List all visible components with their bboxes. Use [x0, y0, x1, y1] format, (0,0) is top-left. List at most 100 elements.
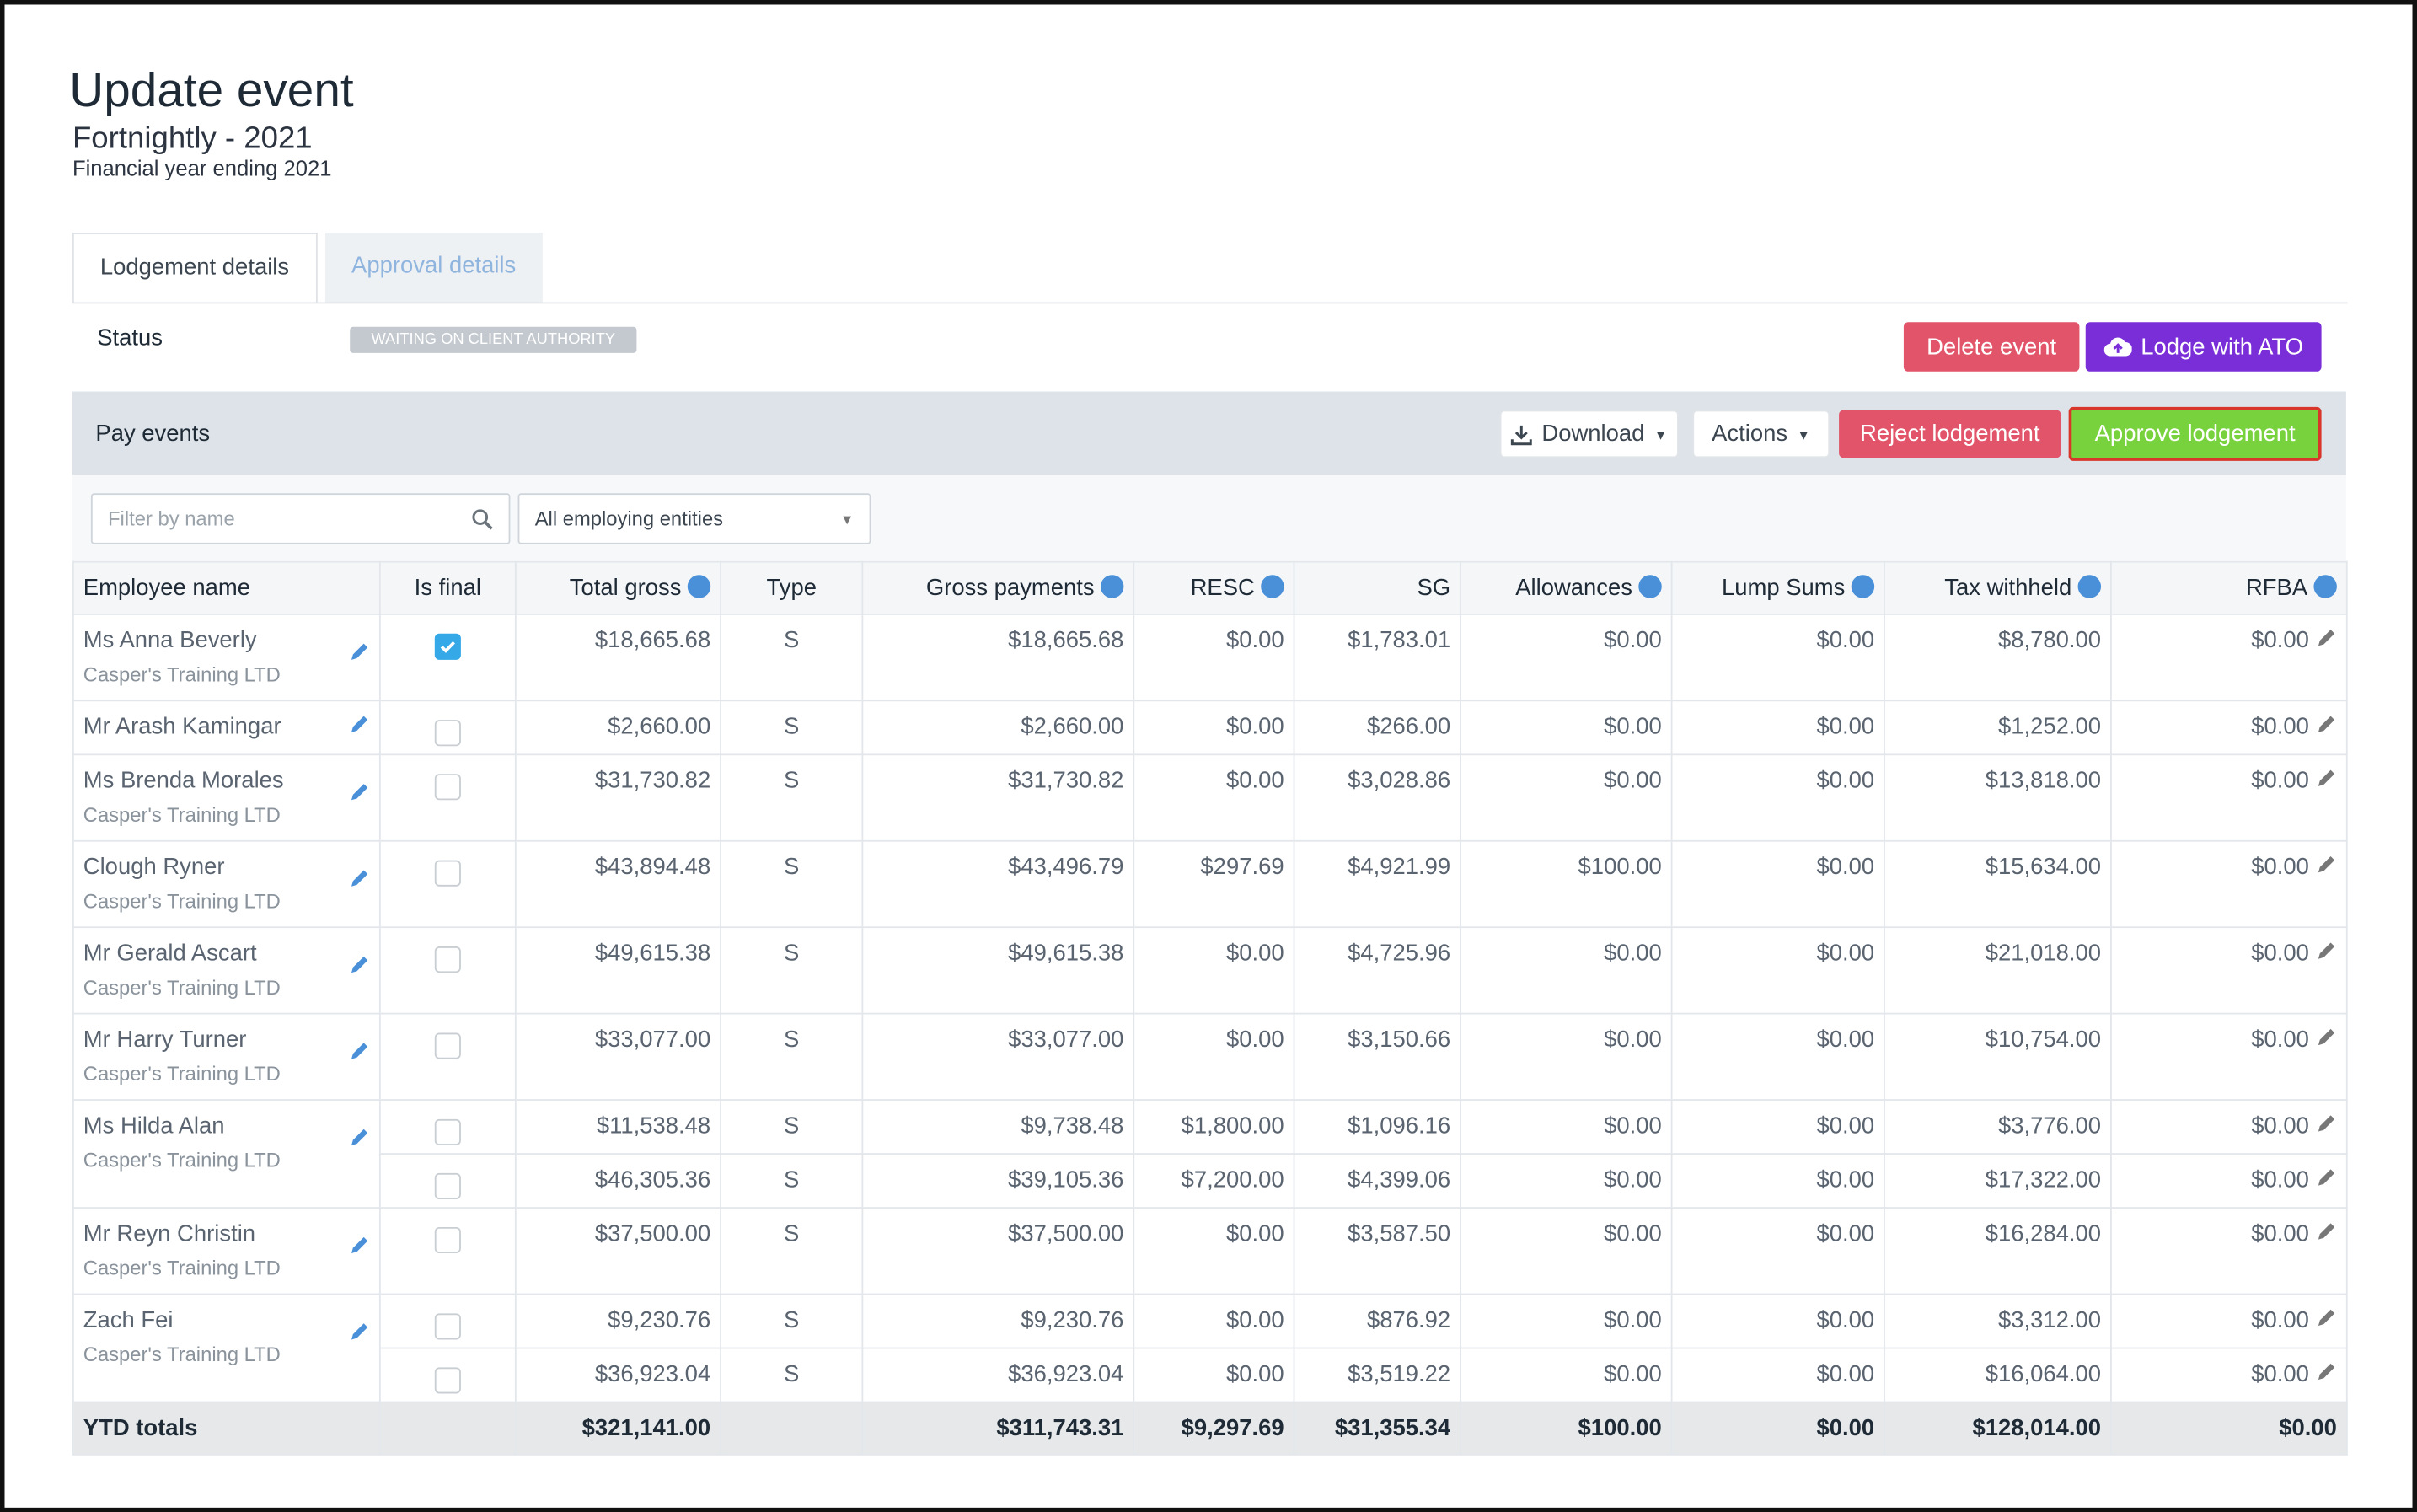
- edit-icon[interactable]: [348, 868, 370, 890]
- edit-icon[interactable]: [348, 954, 370, 976]
- filter-input[interactable]: Filter by name: [90, 493, 511, 544]
- cell-value: $43,894.48: [594, 854, 711, 881]
- totals-cell: $321,141.00: [514, 1401, 722, 1456]
- edit-icon[interactable]: [2315, 1027, 2337, 1048]
- tab[interactable]: Lodgement details: [72, 233, 318, 303]
- edit-icon[interactable]: [2315, 941, 2337, 962]
- column-header: Total gross: [514, 560, 722, 615]
- is-final-checkbox[interactable]: [434, 1367, 461, 1394]
- edit-icon[interactable]: [2315, 1361, 2337, 1383]
- is-final-cell: [378, 1293, 517, 1349]
- cell-value: S: [784, 854, 800, 881]
- value-cell: $0.00: [2110, 1099, 2348, 1155]
- is-final-checkbox[interactable]: [434, 860, 461, 887]
- info-icon: [2077, 575, 2102, 598]
- value-cell: $0.00: [1133, 753, 1295, 842]
- edit-icon[interactable]: [2315, 714, 2337, 736]
- cell-value: $2,660.00: [608, 713, 711, 740]
- cell-value: $4,921.99: [1348, 854, 1451, 881]
- value-cell: $18,665.68: [514, 613, 722, 702]
- value-cell: $11,538.48: [514, 1099, 722, 1155]
- edit-icon[interactable]: [2315, 1167, 2337, 1189]
- value-cell: S: [720, 1153, 864, 1209]
- edit-icon[interactable]: [2315, 1307, 2337, 1329]
- entity-select[interactable]: All employing entities ▼: [517, 493, 871, 544]
- is-final-checkbox[interactable]: [434, 720, 461, 747]
- is-final-checkbox[interactable]: [434, 1032, 461, 1059]
- value-cell: S: [720, 926, 864, 1015]
- edit-icon[interactable]: [348, 1322, 370, 1343]
- totals-cell: $0.00: [1670, 1401, 1885, 1456]
- cell-value: $0.00: [1816, 1113, 1875, 1139]
- totals-value: $0.00: [1816, 1415, 1875, 1442]
- value-cell: $16,284.00: [1884, 1207, 2112, 1295]
- cell-value: $15,634.00: [1985, 854, 2102, 881]
- info-icon: [1261, 575, 1284, 598]
- edit-icon[interactable]: [348, 641, 370, 663]
- is-final-cell: [378, 926, 517, 1015]
- cell-value: $0.00: [1225, 1307, 1284, 1334]
- is-final-checkbox[interactable]: [434, 1172, 461, 1200]
- cell-value: $8,780.00: [1997, 627, 2102, 654]
- value-cell: $9,738.48: [861, 1099, 1135, 1155]
- delete-button[interactable]: Delete event: [1903, 322, 2080, 372]
- totals-cell: $100.00: [1460, 1401, 1673, 1456]
- value-cell: $1,783.01: [1293, 613, 1461, 702]
- caret: ▼: [839, 511, 855, 527]
- is-final-checkbox[interactable]: [434, 1226, 461, 1254]
- is-final-checkbox[interactable]: [434, 1313, 461, 1340]
- lodge-button[interactable]: Lodge with ATO: [2085, 322, 2322, 372]
- edit-wrap: [348, 1235, 370, 1263]
- column-header: RESC: [1133, 560, 1295, 615]
- value-cell: $37,500.00: [514, 1207, 722, 1295]
- reject-button[interactable]: Reject lodgement: [1839, 410, 2061, 458]
- value-cell: $3,028.86: [1293, 753, 1461, 842]
- cell-value: $37,500.00: [1008, 1220, 1124, 1247]
- tab[interactable]: Approval details: [324, 233, 543, 303]
- actions-label: Actions: [1712, 421, 1788, 448]
- edit-icon[interactable]: [348, 1235, 370, 1257]
- employee-name: Mr Harry Turner: [83, 1027, 247, 1054]
- is-final-checkbox[interactable]: [434, 633, 461, 660]
- actions-button[interactable]: Actions ▼: [1692, 410, 1830, 458]
- info-icon: [1100, 575, 1124, 598]
- edit-icon[interactable]: [2315, 1221, 2337, 1243]
- edit-icon[interactable]: [2315, 627, 2337, 649]
- value-cell: $2,660.00: [861, 700, 1135, 756]
- employee-row: Mr Harry Turner Casper's Training LTD $33,…: [72, 1012, 2348, 1101]
- download-button[interactable]: Download ▼: [1499, 410, 1679, 458]
- edit-icon[interactable]: [2315, 854, 2337, 876]
- value-cell: $0.00: [2110, 700, 2348, 756]
- value-cell: $0.00: [2110, 1153, 2348, 1209]
- is-final-checkbox[interactable]: [434, 946, 461, 973]
- value-cell: $0.00: [1460, 1347, 1673, 1403]
- cell-value: $49,615.38: [594, 940, 711, 967]
- employee-cell: Ms Hilda Alan Casper's Training LTD: [72, 1099, 381, 1209]
- cell-value: $3,028.86: [1348, 767, 1451, 794]
- edit-icon[interactable]: [348, 781, 370, 803]
- cell-value: $0.00: [1816, 713, 1875, 740]
- column-header: Employee name: [72, 560, 381, 615]
- edit-icon[interactable]: [348, 1041, 370, 1063]
- cell-value: $16,064.00: [1985, 1361, 2102, 1388]
- info-icon: [1638, 575, 1662, 598]
- approve-button[interactable]: Approve lodgement: [2068, 406, 2322, 461]
- download-icon: [1511, 424, 1533, 445]
- edit-icon[interactable]: [348, 714, 370, 736]
- edit-icon[interactable]: [2315, 1113, 2337, 1135]
- value-cell: $0.00: [1460, 1293, 1673, 1349]
- value-cell: $36,923.04: [514, 1347, 722, 1403]
- is-final-checkbox[interactable]: [434, 1118, 461, 1146]
- cell-value: $0.00: [1604, 767, 1662, 794]
- employee-row: Mr Reyn Christin Casper's Training LTD $37…: [72, 1207, 2348, 1295]
- is-final-cell: [378, 1153, 517, 1209]
- edit-icon[interactable]: [348, 1127, 370, 1149]
- cell-value: S: [784, 1307, 800, 1334]
- value-cell: $1,252.00: [1884, 700, 2112, 756]
- filter-placeholder: Filter by name: [108, 507, 235, 531]
- cell-value: $0.00: [2251, 767, 2309, 794]
- is-final-checkbox[interactable]: [434, 774, 461, 801]
- employee-row: Clough Ryner Casper's Training LTD $43,894…: [72, 839, 2348, 929]
- edit-icon[interactable]: [2315, 768, 2337, 790]
